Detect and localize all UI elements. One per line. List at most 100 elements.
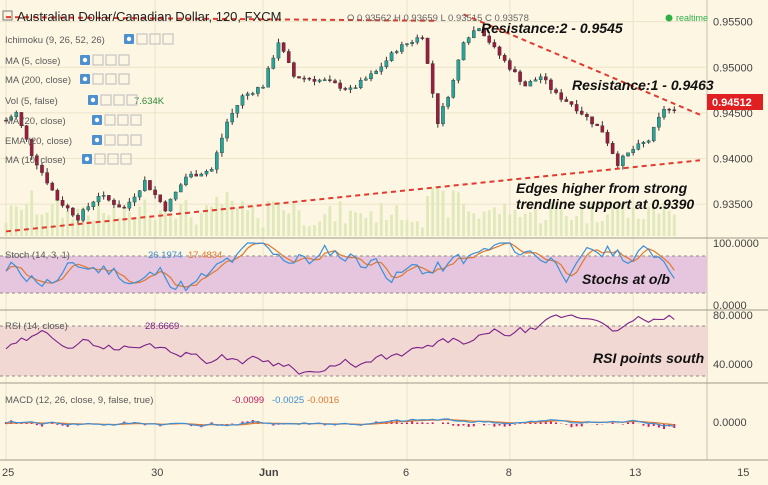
rsi-tick-40: 40.0000 — [713, 359, 753, 371]
candle-body — [76, 214, 80, 221]
volume-bar — [194, 224, 198, 236]
volume-bar — [313, 225, 316, 236]
close-icon — [118, 73, 130, 85]
candle-body — [230, 113, 234, 123]
candle-body — [436, 93, 440, 125]
volume-bar — [549, 203, 553, 236]
candle-body — [600, 125, 605, 133]
stoch-k-value: 26.1974 — [148, 250, 182, 261]
stoch-tick-100: 100.0000 — [713, 238, 759, 250]
support-note-line2: trendline support at 0.9390 — [516, 196, 694, 212]
volume-bar — [405, 220, 409, 236]
indicator-ma200[interactable]: MA (200, close) — [5, 75, 71, 86]
settings-gear-icon — [90, 97, 96, 103]
collapse-icon[interactable] — [2, 10, 13, 21]
volume-bar — [112, 207, 116, 236]
rsi-label[interactable]: RSI (14, close) — [5, 321, 68, 332]
candle-body — [415, 37, 420, 43]
candle-body — [451, 80, 456, 98]
candle-body — [538, 76, 543, 80]
volume-bar — [456, 192, 460, 236]
volume-bar — [441, 190, 445, 236]
candle-body — [286, 51, 291, 63]
candle-body — [35, 155, 39, 166]
volume-bar — [359, 213, 363, 236]
price-tick-label: 0.95500 — [713, 17, 753, 29]
candle-body — [297, 76, 301, 79]
volume-bar — [400, 220, 404, 236]
candle-body — [441, 106, 445, 125]
volume-bar — [544, 219, 548, 236]
volume-bar — [369, 211, 373, 236]
volume-bar — [230, 201, 234, 236]
candle-body — [564, 99, 569, 102]
ohlc-readout: O 0.93562 H 0.93659 L 0.93515 C 0.93578 — [347, 13, 529, 24]
toggle-icon — [104, 134, 116, 146]
volume-bar — [158, 210, 162, 236]
candle-body — [651, 126, 656, 142]
macd-tick-0: 0.0000 — [713, 417, 747, 429]
volume-bar — [482, 211, 486, 236]
indicator-ichimoku[interactable]: Ichimoku (9, 26, 52, 26) — [5, 35, 105, 46]
volume-bar — [462, 203, 465, 236]
candle-body — [117, 204, 121, 208]
volume-bar — [662, 202, 666, 236]
time-tick-label: 30 — [151, 467, 163, 479]
candle-body — [641, 142, 646, 144]
indicator-ma20[interactable]: MA (20, close) — [5, 116, 66, 127]
indicator-ema20[interactable]: EMA (20, close) — [5, 136, 72, 147]
stoch-label[interactable]: Stoch (14, 3, 1) — [5, 250, 70, 261]
candle-body — [168, 198, 173, 212]
volume-bar — [585, 223, 589, 236]
candle-body — [523, 81, 528, 87]
candle-body — [261, 86, 265, 89]
toggle-icon — [105, 73, 117, 85]
candle-body — [477, 28, 481, 31]
volume-bar — [503, 203, 507, 236]
vol-value: 7.634K — [134, 96, 165, 107]
volume-bar — [20, 209, 23, 236]
candle-body — [107, 195, 111, 201]
candle-body — [615, 153, 620, 166]
candle-body — [14, 112, 19, 118]
volume-bar — [133, 217, 136, 236]
close-icon — [126, 94, 138, 106]
close-icon — [118, 54, 130, 66]
candle-body — [502, 55, 507, 61]
volume-bar — [652, 207, 656, 236]
volume-bar — [354, 212, 357, 236]
volume-bar — [199, 212, 203, 236]
candle-body — [29, 139, 34, 156]
settings-gear-icon — [84, 156, 90, 162]
volume-bar — [570, 219, 573, 236]
indicator-ma5[interactable]: MA (5, close) — [5, 56, 60, 67]
candle-body — [250, 93, 255, 95]
candle-body — [353, 87, 358, 89]
symbol-title: Australian Dollar/Canadian Dollar, 120, … — [17, 9, 281, 24]
trendline-2 — [463, 13, 701, 116]
volume-bar — [410, 221, 414, 236]
volume-bar — [631, 207, 635, 236]
volume-bar — [189, 217, 193, 236]
volume-bar — [71, 218, 75, 236]
indicator-vol[interactable]: Vol (5, false) — [5, 96, 58, 107]
volume-bar — [169, 216, 172, 236]
candle-body — [667, 108, 671, 111]
volume-bar — [374, 222, 378, 236]
volume-bar — [210, 206, 214, 236]
volume-bar — [421, 227, 424, 236]
candle-body — [554, 89, 558, 93]
time-tick-label: 13 — [629, 467, 641, 479]
candle-body — [312, 79, 317, 82]
volume-bar — [415, 221, 419, 236]
macd-label[interactable]: MACD (12, 26, close, 9, false, true) — [5, 395, 153, 406]
candle-body — [225, 121, 229, 139]
stoch-k-line — [5, 242, 675, 292]
candle-body — [71, 207, 75, 216]
candle-body — [374, 71, 378, 74]
indicator-ma10[interactable]: MA (10, close) — [5, 155, 66, 166]
volume-bar — [153, 220, 157, 236]
volume-bar — [626, 217, 630, 236]
candle-body — [60, 200, 65, 206]
candle-body — [127, 201, 132, 209]
